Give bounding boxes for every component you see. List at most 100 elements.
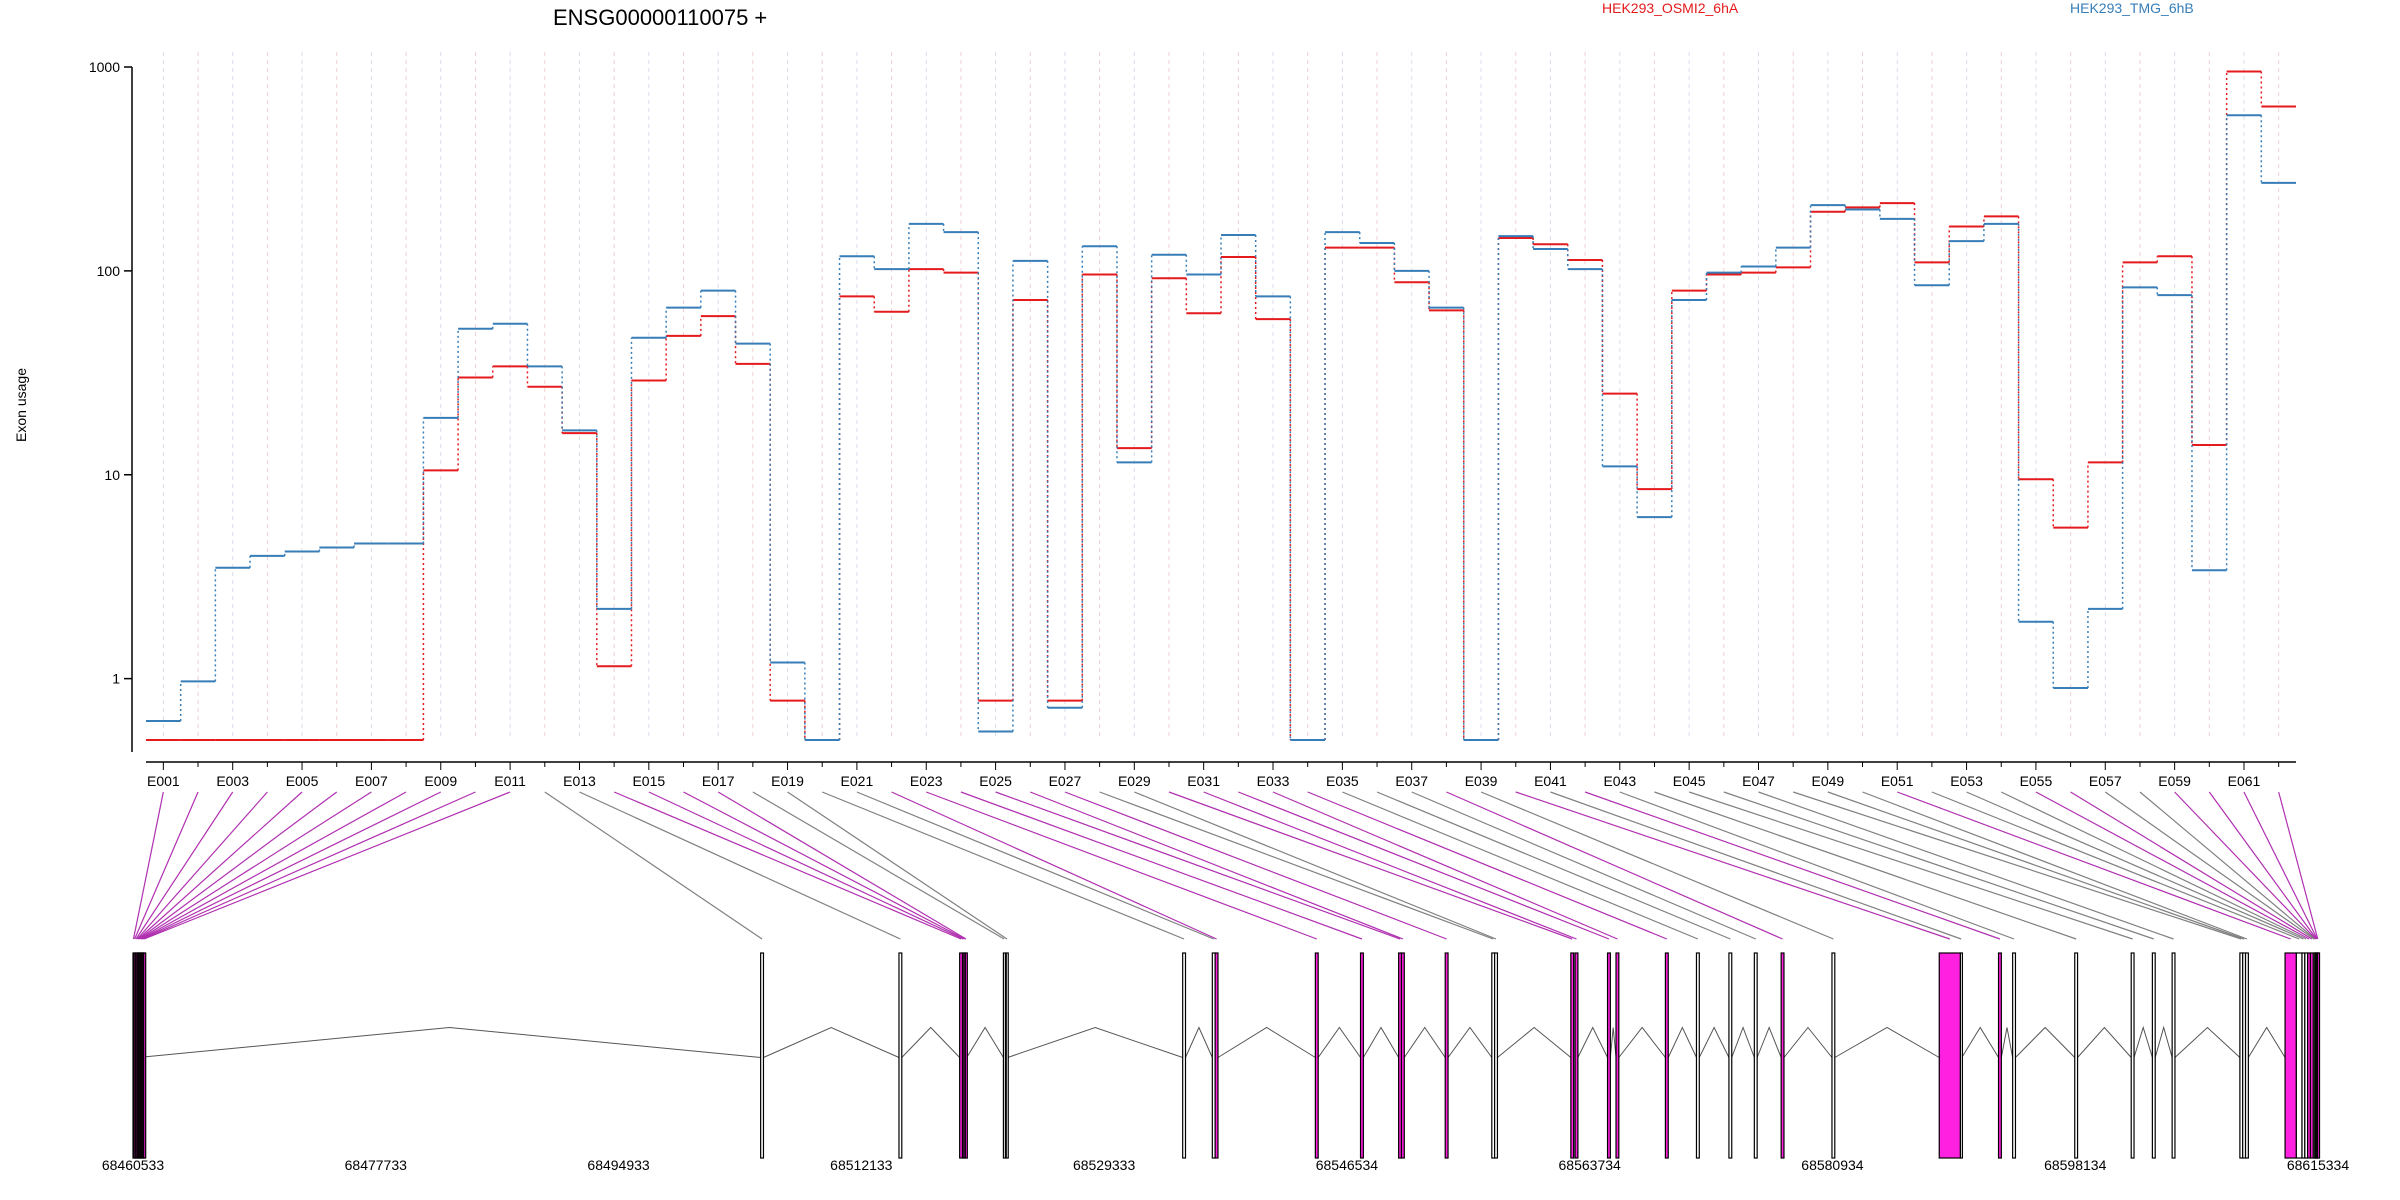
x-tick-label: E025 bbox=[979, 773, 1012, 789]
exon-connector bbox=[2208, 791, 2317, 940]
x-tick-label: E049 bbox=[1812, 773, 1845, 789]
exon-connector bbox=[1654, 791, 2077, 940]
exon-box bbox=[1494, 952, 1499, 1159]
intron bbox=[763, 1026, 900, 1058]
exon-box bbox=[1695, 952, 1700, 1159]
exon-box bbox=[898, 952, 903, 1159]
x-tick-label: E013 bbox=[563, 773, 596, 789]
exon-connector bbox=[134, 791, 199, 940]
exon-connector bbox=[135, 791, 234, 940]
intron bbox=[1185, 1026, 1213, 1058]
intron bbox=[2077, 1026, 2132, 1058]
y-axis-label: Exon usage bbox=[13, 368, 29, 442]
exon-box bbox=[2130, 952, 2135, 1159]
exon-connector bbox=[1688, 791, 2133, 940]
intron bbox=[2015, 1026, 2076, 1058]
exon-connector bbox=[648, 791, 964, 940]
exon-connector bbox=[142, 791, 476, 940]
exon-connector bbox=[995, 791, 1401, 940]
exon-box bbox=[1753, 952, 1758, 1159]
exon-connector bbox=[891, 791, 1217, 940]
exon-connector bbox=[1896, 791, 2291, 940]
exon-connector bbox=[1342, 791, 1699, 940]
exon-box bbox=[1400, 952, 1405, 1159]
exon-box bbox=[1002, 952, 1007, 1159]
exon-connector bbox=[1584, 791, 2001, 940]
exon-connector bbox=[1931, 791, 2300, 940]
intron bbox=[1577, 1026, 1608, 1058]
exon-box bbox=[964, 952, 968, 1159]
chart-title: ENSG00000110075 + bbox=[553, 5, 767, 30]
exon-connector bbox=[683, 791, 965, 940]
exon-connector bbox=[132, 791, 164, 940]
x-tick-label: E033 bbox=[1257, 773, 1290, 789]
intron bbox=[1403, 1026, 1446, 1058]
exon-connector bbox=[1862, 791, 2248, 940]
exon-connector bbox=[143, 791, 511, 940]
intron bbox=[1362, 1026, 1400, 1058]
exon-connector bbox=[140, 791, 407, 940]
intron bbox=[138, 1026, 761, 1058]
exon-connector bbox=[1099, 791, 1494, 940]
exon-box bbox=[1780, 952, 1785, 1159]
x-tick-label: E007 bbox=[355, 773, 388, 789]
genomic-coordinate-label: 68615334 bbox=[2287, 1157, 2350, 1173]
exon-connector bbox=[613, 791, 962, 940]
exon-connector bbox=[1550, 791, 1962, 940]
x-tick-label: E047 bbox=[1742, 773, 1775, 789]
exon-connector bbox=[1480, 791, 1834, 940]
x-tick-label: E021 bbox=[841, 773, 874, 789]
exon-connector bbox=[1411, 791, 1756, 940]
x-tick-label: E017 bbox=[702, 773, 735, 789]
intron bbox=[1618, 1026, 1666, 1058]
x-tick-label: E059 bbox=[2158, 773, 2191, 789]
intron bbox=[1783, 1026, 1833, 1058]
exon-connector bbox=[544, 791, 763, 940]
exon-box bbox=[2151, 952, 2156, 1159]
exon-connector bbox=[787, 791, 1008, 940]
genomic-coordinate-label: 68477733 bbox=[345, 1157, 408, 1173]
exon-connector bbox=[139, 791, 372, 940]
genomic-coordinate-label: 68460533 bbox=[102, 1157, 165, 1173]
x-tick-label: E039 bbox=[1465, 773, 1498, 789]
intron bbox=[2174, 1026, 2241, 1058]
exon-connector bbox=[2035, 791, 2310, 940]
exon-box bbox=[1664, 952, 1669, 1159]
x-tick-label: E027 bbox=[1049, 773, 1082, 789]
exon-connector bbox=[136, 791, 268, 940]
intron bbox=[966, 1026, 1004, 1058]
exon-connector bbox=[1168, 791, 1573, 940]
exon-connector bbox=[1758, 791, 2174, 940]
exon-connector bbox=[1307, 791, 1668, 940]
exon-box bbox=[1831, 952, 1836, 1159]
gene-model: 68460533 68477733 68494933 68512133 68529333… bbox=[102, 952, 2350, 1173]
exon-connector bbox=[1064, 791, 1447, 940]
intron bbox=[1609, 1027, 1617, 1058]
intron bbox=[1667, 1026, 1697, 1058]
exon-connector bbox=[1827, 791, 2245, 940]
intron bbox=[1731, 1026, 1755, 1058]
intron bbox=[2000, 1027, 2014, 1058]
exon-box bbox=[1615, 952, 1620, 1159]
grid-lines bbox=[162, 52, 2280, 740]
exon-connector bbox=[2243, 791, 2318, 940]
exon-box bbox=[1997, 952, 2002, 1159]
exon-box bbox=[2012, 952, 2017, 1159]
exon-connector bbox=[821, 791, 1185, 940]
intron bbox=[1698, 1026, 1730, 1058]
legend-series-2: HEK293_TMG_6hB bbox=[2070, 0, 2194, 16]
genomic-coordinate-label: 68563734 bbox=[1559, 1157, 1622, 1173]
x-tick-label: E009 bbox=[424, 773, 457, 789]
intron bbox=[2154, 1025, 2173, 1058]
series-1 bbox=[146, 70, 2296, 741]
exon-connector bbox=[926, 791, 1317, 940]
exon-box bbox=[1444, 952, 1449, 1159]
exon-connector bbox=[1030, 791, 1404, 940]
intron bbox=[1756, 1026, 1782, 1058]
genomic-coordinate-label: 68494933 bbox=[587, 1157, 650, 1173]
x-tick-label: E019 bbox=[771, 773, 804, 789]
intron bbox=[2133, 1025, 2153, 1058]
y-tick-label: 100 bbox=[97, 263, 121, 279]
series-2 bbox=[146, 114, 2296, 741]
